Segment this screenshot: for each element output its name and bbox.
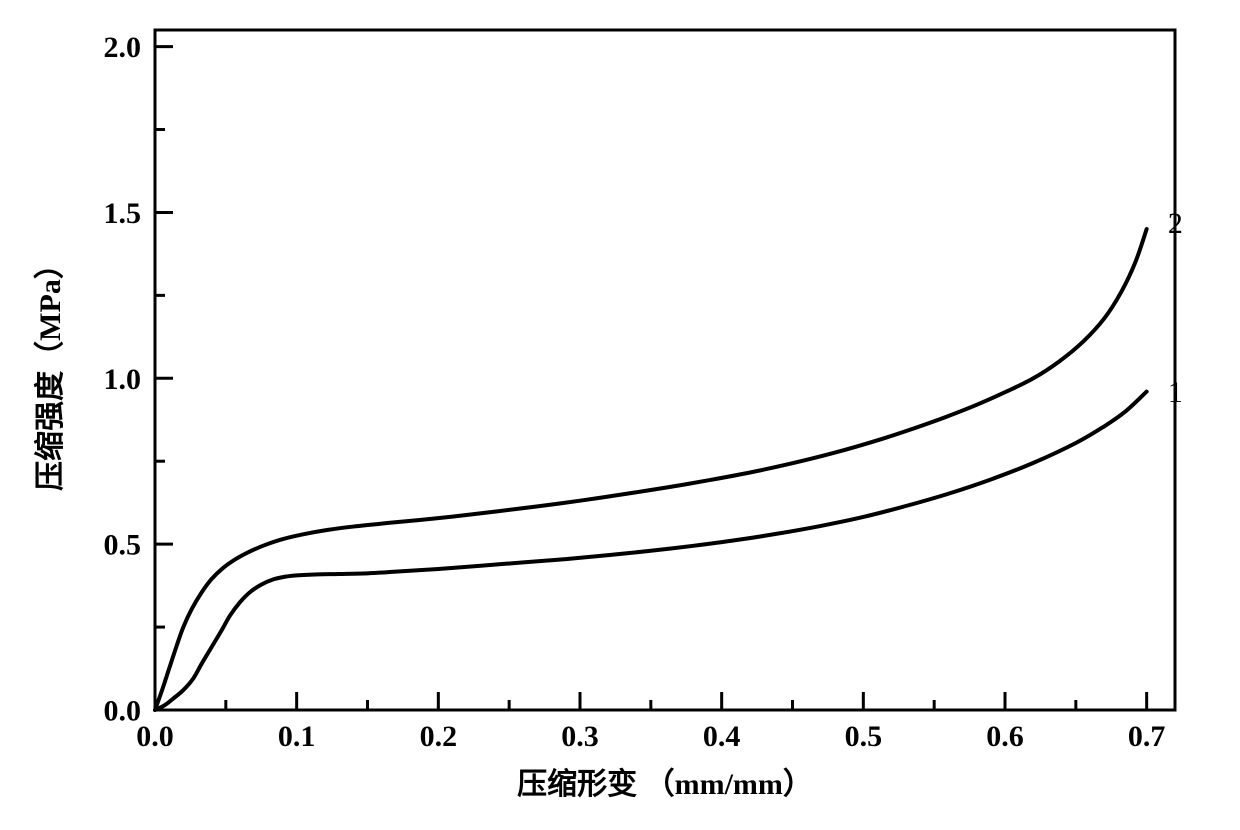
x-tick-label: 0.4 — [703, 720, 741, 753]
x-tick-label: 0.6 — [986, 720, 1024, 753]
y-tick-label: 0.5 — [104, 529, 142, 562]
stress-strain-chart: 0.0 0.1 0.2 0.3 0.4 0.5 0.6 0.7 0.0 0.5 1.0 1.5 2.0 压… — [0, 0, 1240, 830]
chart-container: 0.0 0.1 0.2 0.3 0.4 0.5 0.6 0.7 0.0 0.5 1.0 1.5 2.0 压… — [0, 0, 1240, 830]
y-tick-label: 1.5 — [104, 197, 142, 230]
x-tick-label: 0.2 — [420, 720, 458, 753]
x-axis-label: 压缩形变 （mm/mm） — [517, 767, 813, 801]
series-1-label: 1 — [1168, 376, 1183, 409]
chart-background — [0, 0, 1240, 830]
x-tick-label: 0.3 — [561, 720, 599, 753]
x-tick-label: 0.7 — [1128, 720, 1166, 753]
series-2-label: 2 — [1168, 207, 1183, 240]
y-tick-label: 1.0 — [104, 363, 142, 396]
y-axis-label: 压缩强度（MPa） — [33, 249, 67, 491]
x-tick-label: 0.5 — [845, 720, 883, 753]
y-tick-label: 2.0 — [104, 31, 142, 64]
y-tick-label: 0.0 — [104, 695, 142, 728]
x-tick-label: 0.0 — [136, 720, 174, 753]
x-tick-label: 0.1 — [278, 720, 316, 753]
